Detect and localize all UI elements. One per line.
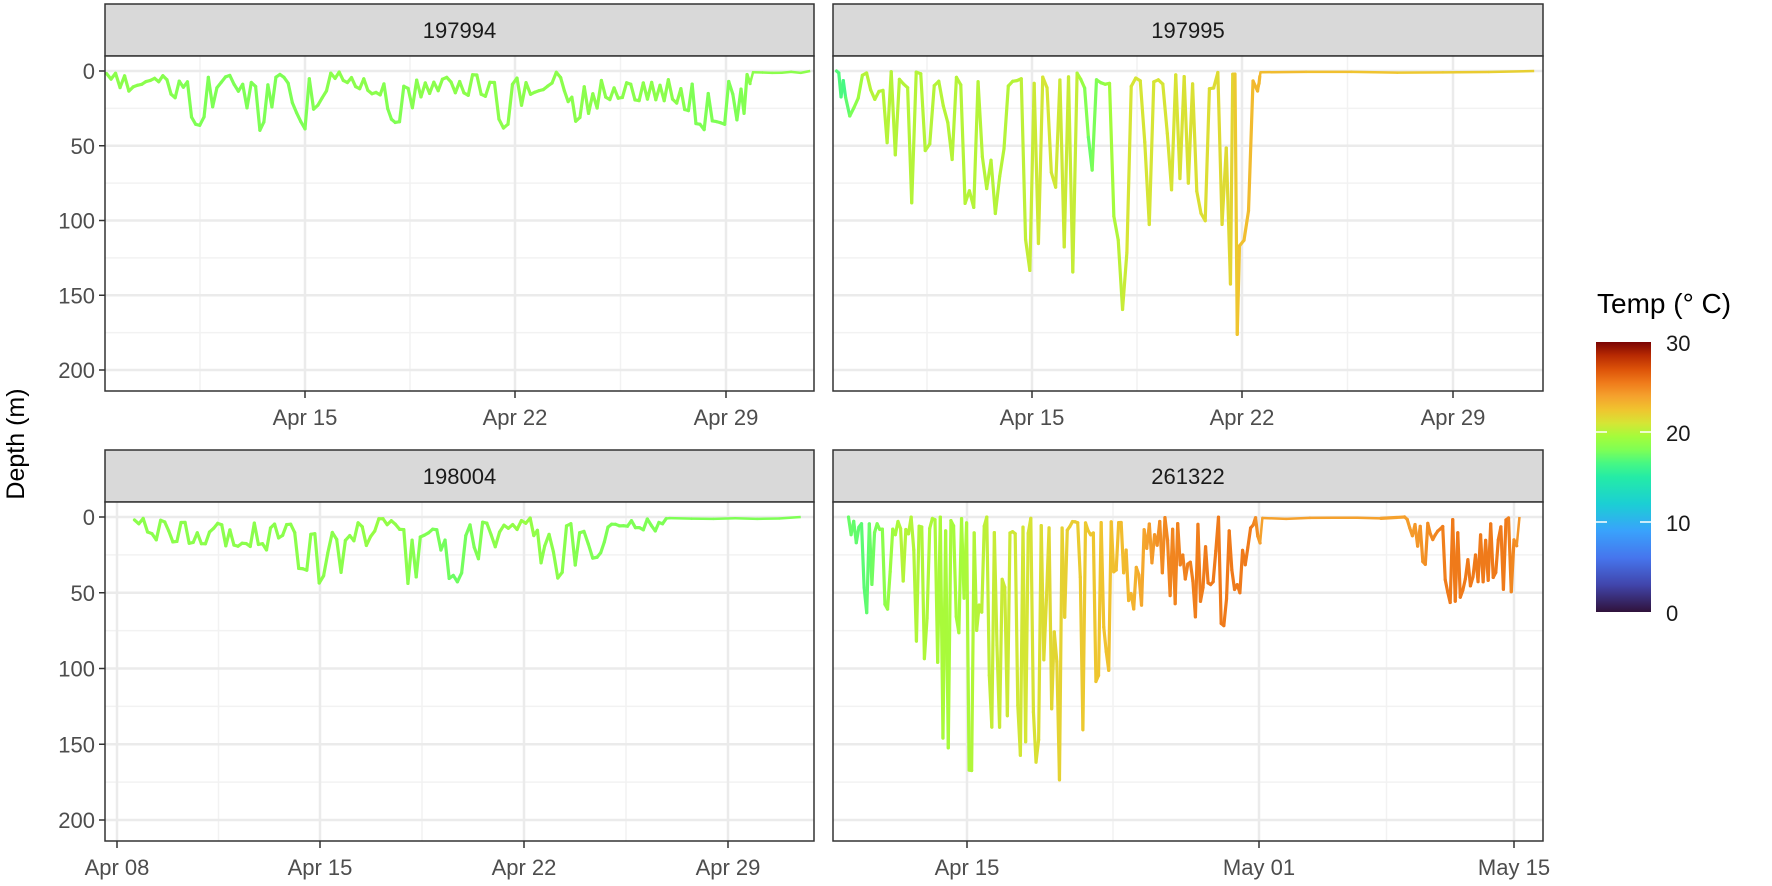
facet-strip-label: 197995 <box>1151 18 1224 43</box>
facet-panel-198004: 198004 0 50 100 150 200 Apr 08 Apr 15 Apr 22 Apr … <box>58 450 814 880</box>
facet-panel-197995: 197995 Apr 15 Apr 22 Apr 29 <box>833 4 1543 430</box>
x-tick-label: Apr 29 <box>694 405 759 430</box>
y-tick-label: 150 <box>58 283 95 308</box>
facet-panel-261322: 261322 Apr 15 May 01 May 15 <box>833 450 1550 880</box>
colorbar-tick-label: 20 <box>1666 421 1690 446</box>
colorbar-tick-label: 0 <box>1666 601 1678 626</box>
x-tick-label: Apr 15 <box>288 855 353 880</box>
x-tick-label: Apr 15 <box>273 405 338 430</box>
y-tick-label: 50 <box>71 581 95 606</box>
y-tick-label: 0 <box>83 505 95 530</box>
facet-strip-label: 261322 <box>1151 464 1224 489</box>
x-tick-label: Apr 29 <box>1421 405 1486 430</box>
y-tick-label: 0 <box>83 59 95 84</box>
temperature-colorbar-legend: Temp (° C) 0 10 20 30 <box>1596 288 1731 626</box>
y-tick-label: 100 <box>58 209 95 234</box>
x-tick-label: Apr 15 <box>1000 405 1065 430</box>
x-tick-label: Apr 15 <box>935 855 1000 880</box>
colorbar <box>1596 342 1651 612</box>
y-tick-label: 150 <box>58 732 95 757</box>
x-tick-label: May 01 <box>1223 855 1295 880</box>
colorbar-tick-label: 30 <box>1666 331 1690 356</box>
y-tick-label: 50 <box>71 134 95 159</box>
legend-title: Temp (° C) <box>1597 288 1731 319</box>
y-axis-label: Depth (m) <box>2 388 30 499</box>
x-tick-label: Apr 22 <box>1210 405 1275 430</box>
facet-panel-197994: 197994 0 50 100 150 200 Apr 15 Apr 22 Apr 29 <box>58 4 814 430</box>
y-tick-label: 200 <box>58 358 95 383</box>
y-tick-label: 200 <box>58 808 95 833</box>
x-tick-label: Apr 22 <box>492 855 557 880</box>
x-tick-label: Apr 08 <box>85 855 150 880</box>
colorbar-tick-label: 10 <box>1666 511 1690 536</box>
y-tick-label: 100 <box>58 657 95 682</box>
x-tick-label: Apr 29 <box>696 855 761 880</box>
facet-strip-label: 198004 <box>423 464 496 489</box>
facet-strip-label: 197994 <box>423 18 496 43</box>
x-tick-label: May 15 <box>1478 855 1550 880</box>
x-tick-label: Apr 22 <box>483 405 548 430</box>
